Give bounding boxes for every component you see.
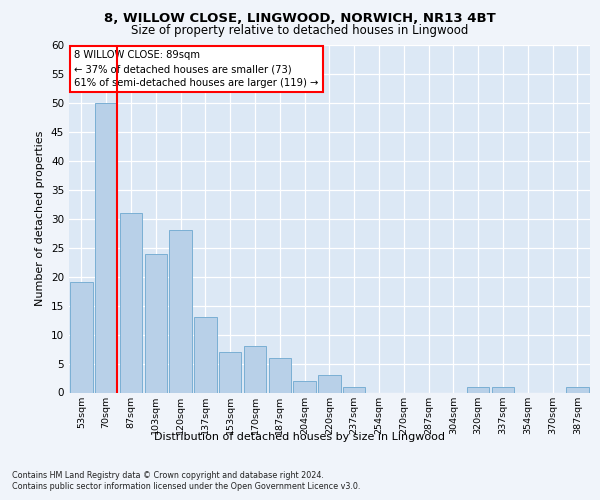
Bar (219, 352, 241, 393)
Bar (566, 386, 589, 392)
Bar (194, 317, 217, 392)
Bar (467, 386, 490, 392)
Bar (293, 381, 316, 392)
Text: 8 WILLOW CLOSE: 89sqm
← 37% of detached houses are smaller (73)
61% of semi-deta: 8 WILLOW CLOSE: 89sqm ← 37% of detached … (74, 50, 319, 88)
Bar (318, 375, 341, 392)
Bar (120, 213, 142, 392)
Text: Size of property relative to detached houses in Lingwood: Size of property relative to detached ho… (131, 24, 469, 37)
Text: 8, WILLOW CLOSE, LINGWOOD, NORWICH, NR13 4BT: 8, WILLOW CLOSE, LINGWOOD, NORWICH, NR13… (104, 12, 496, 26)
Bar (244, 346, 266, 393)
Bar (492, 386, 514, 392)
Bar (169, 230, 192, 392)
Bar (269, 358, 291, 392)
Text: Contains HM Land Registry data © Crown copyright and database right 2024.: Contains HM Land Registry data © Crown c… (12, 471, 324, 480)
Bar (145, 254, 167, 392)
Bar (70, 282, 92, 393)
Text: Contains public sector information licensed under the Open Government Licence v3: Contains public sector information licen… (12, 482, 361, 491)
Y-axis label: Number of detached properties: Number of detached properties (35, 131, 46, 306)
Text: Distribution of detached houses by size in Lingwood: Distribution of detached houses by size … (155, 432, 445, 442)
Bar (343, 386, 365, 392)
Bar (95, 103, 118, 393)
